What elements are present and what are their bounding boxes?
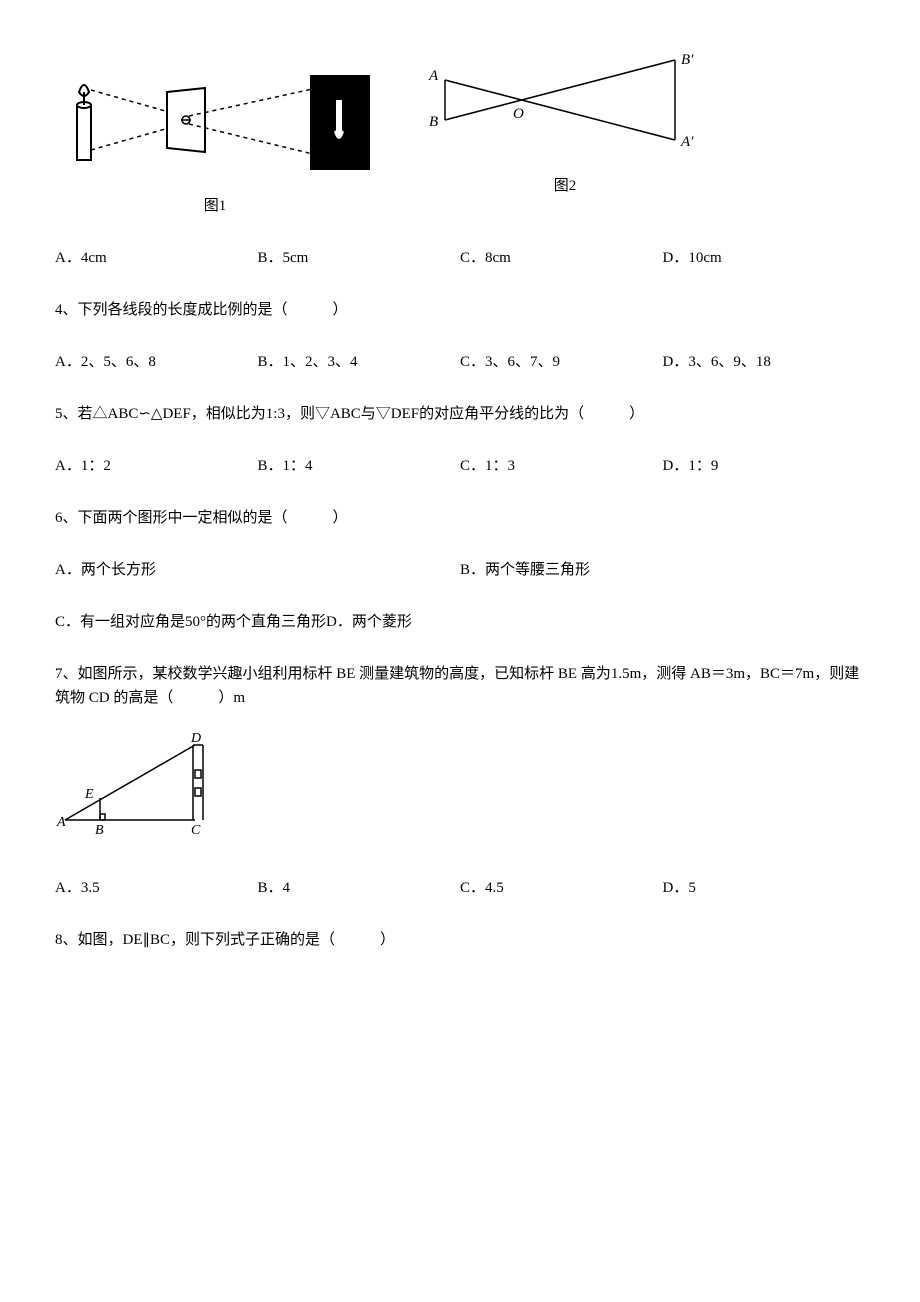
question-7-options: A．3.5 B．4 C．4.5 D．5 [55,876,865,900]
q7-svg: A B C D E [55,730,225,840]
q6-opt-a: A．两个长方形 [55,558,460,582]
fig2-label-B: B [429,114,438,130]
q7-options: A．3.5 B．4 C．4.5 D．5 [55,876,865,900]
q6-opt-c: C．有一组对应角是50°的两个直角三角形 [55,610,326,634]
q7-label-B: B [95,823,104,838]
q6-options-1: A．两个长方形 B．两个等腰三角形 [55,558,865,582]
fig2-label-O: O [513,106,524,122]
figure-2-svg: A B O B′ A′ [415,50,715,170]
q4-stem: 4、下列各线段的长度成比例的是（ ） [55,298,865,322]
q3-opt-d: D．10cm [663,246,866,270]
figure-1: 图1 [55,50,375,218]
q6-opt-d: D．两个菱形 [326,610,412,634]
fig2-label-Ap: A′ [680,134,694,150]
q6-options-2: C．有一组对应角是50°的两个直角三角形D．两个菱形 [55,610,865,634]
q4-opt-c: C．3、6、7、9 [460,350,663,374]
question-5-options: A．1：2 B．1：4 C．1：3 D．1：9 [55,454,865,478]
q5-opt-c: C．1：3 [460,454,663,478]
q5-options: A．1：2 B．1：4 C．1：3 D．1：9 [55,454,865,478]
q7-opt-d: D．5 [663,876,866,900]
question-4: 4、下列各线段的长度成比例的是（ ） [55,298,865,322]
question-7: 7、如图所示，某校数学兴趣小组利用标杆 BE 测量建筑物的高度，已知标杆 BE … [55,662,865,710]
figure-2: A B O B′ A′ 图2 [415,50,715,198]
question-4-options: A．2、5、6、8 B．1、2、3、4 C．3、6、7、9 D．3、6、9、18 [55,350,865,374]
q4-opt-a: A．2、5、6、8 [55,350,258,374]
question-8: 8、如图，DE∥BC，则下列式子正确的是（ ） [55,928,865,952]
question-6-options-row2: C．有一组对应角是50°的两个直角三角形D．两个菱形 [55,610,865,634]
q4-opt-d: D．3、6、9、18 [663,350,866,374]
q3-opt-c: C．8cm [460,246,663,270]
q5-opt-d: D．1：9 [663,454,866,478]
q7-diagram: A B C D E [55,730,865,848]
fig2-label-A: A [428,68,439,84]
q6-stem: 6、下面两个图形中一定相似的是（ ） [55,506,865,530]
figure-1-svg [55,50,375,190]
question-6: 6、下面两个图形中一定相似的是（ ） [55,506,865,530]
figures-row: 图1 A B O B′ A′ 图2 [55,50,865,218]
q3-opt-b: B．5cm [258,246,461,270]
question-3-options: A．4cm B．5cm C．8cm D．10cm [55,246,865,270]
q3-opt-a: A．4cm [55,246,258,270]
q5-opt-b: B．1：4 [258,454,461,478]
q4-options: A．2、5、6、8 B．1、2、3、4 C．3、6、7、9 D．3、6、9、18 [55,350,865,374]
question-6-options-row1: A．两个长方形 B．两个等腰三角形 [55,558,865,582]
q7-label-D: D [190,731,201,746]
q7-stem: 7、如图所示，某校数学兴趣小组利用标杆 BE 测量建筑物的高度，已知标杆 BE … [55,662,865,710]
q8-stem: 8、如图，DE∥BC，则下列式子正确的是（ ） [55,928,865,952]
q4-opt-b: B．1、2、3、4 [258,350,461,374]
q7-opt-b: B．4 [258,876,461,900]
question-5: 5、若△ABC∽△DEF，相似比为1:3，则▽ABC与▽DEF的对应角平分线的比… [55,402,865,426]
q5-opt-a: A．1：2 [55,454,258,478]
q3-options: A．4cm B．5cm C．8cm D．10cm [55,246,865,270]
q7-opt-c: C．4.5 [460,876,663,900]
figure-1-caption: 图1 [204,194,227,218]
q7-label-C: C [191,823,201,838]
q6-opt-b: B．两个等腰三角形 [460,558,865,582]
q7-label-E: E [84,787,94,802]
q7-opt-a: A．3.5 [55,876,258,900]
figure-2-caption: 图2 [554,174,577,198]
fig2-label-Bp: B′ [681,52,694,68]
q5-stem: 5、若△ABC∽△DEF，相似比为1:3，则▽ABC与▽DEF的对应角平分线的比… [55,402,865,426]
q7-label-A: A [56,815,66,830]
